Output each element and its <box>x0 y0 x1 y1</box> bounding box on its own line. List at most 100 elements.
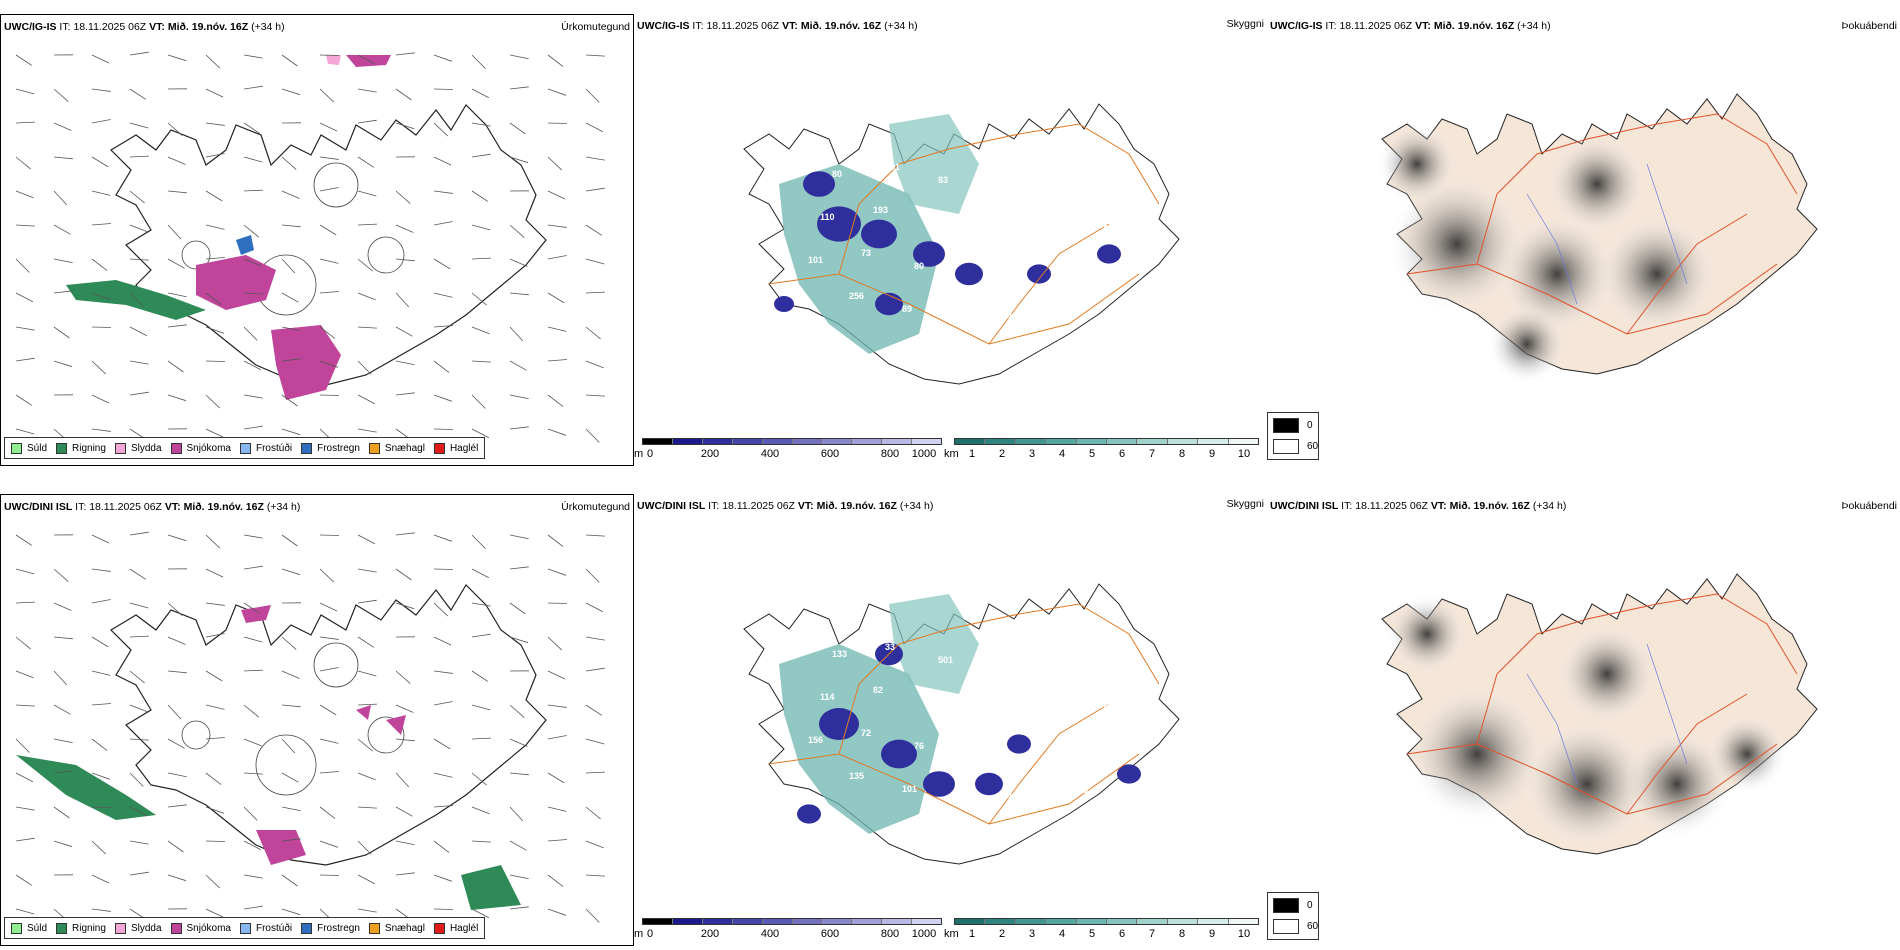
wind-barb <box>357 119 377 124</box>
wind-barb <box>395 806 413 817</box>
cloudbase-value: 13 <box>1008 790 1018 800</box>
cloud-visibility-panel-top: 92 80 101 83 123 57 76 110 193 191 230 118 70 101 73 80… <box>634 14 1267 466</box>
wind-barb <box>433 568 453 570</box>
wind-barb <box>471 806 490 815</box>
wind-barb <box>471 602 491 607</box>
wind-barb <box>129 391 149 396</box>
wind-barb <box>357 738 373 752</box>
wind-barb <box>357 190 377 197</box>
cloudbase-value: 87 <box>991 648 1001 658</box>
wind-barb <box>547 326 567 332</box>
road <box>1586 113 1798 195</box>
wind-barb <box>243 258 262 267</box>
wind-barb <box>91 874 110 884</box>
wind-barb <box>433 428 453 430</box>
colorbar-ramp <box>954 438 1259 445</box>
wind-barb <box>433 325 453 328</box>
wind-barb <box>167 324 187 328</box>
colorbar-tick: 2 <box>998 928 1006 940</box>
wind-barb <box>433 738 451 750</box>
wind-barb <box>319 667 339 672</box>
it-label: IT: <box>59 21 71 33</box>
wind-barb <box>547 359 567 362</box>
wind-barb <box>433 534 453 542</box>
fog-area <box>1387 594 1467 674</box>
wind-barb <box>167 738 185 749</box>
precip-type-map <box>15 51 605 443</box>
wind-barb <box>243 636 263 643</box>
iceland-map <box>1377 93 1818 384</box>
wind-barb <box>129 602 149 609</box>
glacier-outline <box>367 716 405 754</box>
road <box>948 123 1160 205</box>
river <box>1526 193 1578 305</box>
wind-barb <box>91 119 111 124</box>
wind-barb <box>357 88 377 93</box>
wind-barb <box>281 602 301 604</box>
legend-swatch <box>56 442 68 454</box>
wind-barb <box>357 156 375 168</box>
vt-label: VT: <box>149 21 165 33</box>
legend-item: Súld <box>11 922 47 934</box>
wind-barb <box>357 568 377 573</box>
cloudbase-area <box>797 804 821 824</box>
snow-area <box>386 715 406 735</box>
cloudbase-area <box>875 292 903 316</box>
legend-swatch <box>114 442 126 454</box>
legend-item: Snjókoma <box>170 442 231 454</box>
wind-barb <box>471 54 486 69</box>
wind-barb <box>53 636 73 640</box>
snow-area <box>346 55 391 67</box>
wind-barb <box>243 122 261 134</box>
wind-barb <box>53 54 73 56</box>
colorbar-tick: 800 <box>880 928 900 940</box>
wind-barb <box>129 51 149 56</box>
wind-barb <box>547 772 565 784</box>
colorbar-tick: 9 <box>1208 448 1216 460</box>
colorbar-tick: 0 <box>646 448 654 460</box>
wind-barb <box>471 326 490 335</box>
wind-barb <box>433 190 453 194</box>
colorbar-tick: 4 <box>1058 928 1066 940</box>
wind-barb <box>281 738 296 754</box>
cloudbase-area <box>955 262 983 286</box>
wind-barb <box>471 224 491 231</box>
wind-barb <box>319 187 339 192</box>
wind-barb <box>53 258 73 264</box>
wind-barb <box>53 670 68 686</box>
wind-barb <box>547 704 567 708</box>
colorbar-unit: km <box>944 928 959 940</box>
precip-type-panel-bottom: UWC/DINI ISL IT: 18.11.2025 06Z VT: Mið.… <box>0 494 634 946</box>
wind-barb <box>53 326 70 339</box>
wind-barb <box>167 534 187 542</box>
wind-barb <box>243 360 262 371</box>
vt-value: Mið. 19.nóv. 16Z <box>183 501 264 513</box>
wind-barb <box>243 156 263 163</box>
wind-barb <box>547 806 567 812</box>
wind-barb <box>319 88 335 103</box>
colorbar-tick: 10 <box>1237 448 1251 460</box>
panel-title: UWC/IG-IS IT: 18.11.2025 06Z VT: Mið. 19… <box>4 21 285 33</box>
iceland-map <box>1381 573 1818 855</box>
wind-barb <box>53 360 73 368</box>
road <box>1626 213 1748 335</box>
visibility-colorbar: km 1 2 3 4 5 6 7 8 9 10 <box>944 438 1264 464</box>
wind-barb <box>509 426 529 430</box>
snow-area <box>271 325 341 400</box>
wind-barb <box>15 806 35 811</box>
wind-barb <box>167 394 187 402</box>
wind-barb <box>471 772 487 786</box>
cloudbase-value: 80 <box>832 169 842 179</box>
wind-barb <box>585 156 605 161</box>
wind-barb <box>167 568 187 570</box>
wind-barb <box>357 599 377 604</box>
legend-swatch <box>301 442 313 454</box>
wind-barb <box>205 670 223 682</box>
fog-label: 0 <box>1307 900 1313 911</box>
cloudbase-value: 90 <box>1073 305 1083 315</box>
wind-barb <box>319 122 338 132</box>
cloudbase-value: 105 <box>1032 684 1047 694</box>
wind-barb <box>205 704 225 710</box>
wind-barb <box>129 704 148 713</box>
cloudbase-value: 82 <box>873 685 883 695</box>
